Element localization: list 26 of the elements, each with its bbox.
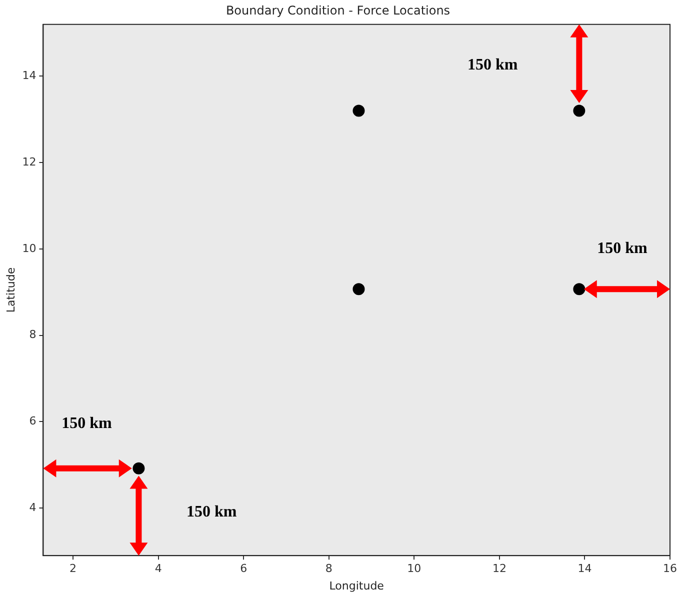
point <box>132 462 145 474</box>
y-tick-label: 12 <box>22 155 36 168</box>
x-tick-label: 4 <box>154 562 162 576</box>
point <box>352 104 365 117</box>
y-axis-title: Latitude <box>4 267 18 313</box>
annotation: 150 km <box>597 240 648 258</box>
annotation: 150 km <box>62 415 112 432</box>
x-tick-label: 6 <box>240 562 248 576</box>
y-tick-label: 6 <box>29 414 36 428</box>
y-tick-label: 14 <box>22 69 36 82</box>
y-tick-label: 10 <box>22 242 36 255</box>
x-tick-label: 10 <box>407 562 422 576</box>
point <box>352 283 365 296</box>
x-tick-label: 12 <box>492 562 506 576</box>
y-tick-label: 4 <box>29 500 36 514</box>
chart-title: Boundary Condition - Force Locations <box>226 3 450 18</box>
x-tick-label: 14 <box>578 562 592 576</box>
x-tick-label: 2 <box>70 562 77 576</box>
annotation: 150 km <box>468 56 518 74</box>
y-tick-label: 8 <box>29 328 36 342</box>
annotation: 150 km <box>186 504 238 521</box>
x-tick-label: 8 <box>325 562 332 576</box>
x-tick-label: 16 <box>663 562 677 576</box>
point <box>573 283 586 296</box>
point <box>573 104 586 117</box>
x-axis-title: Longitude <box>329 579 384 592</box>
